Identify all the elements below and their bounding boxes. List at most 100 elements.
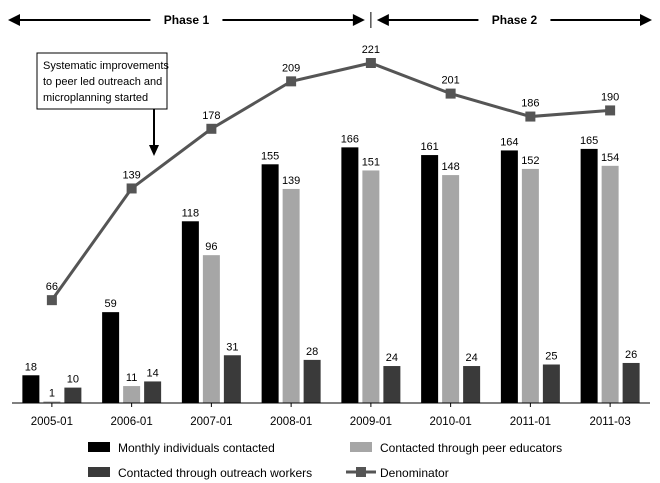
denominator-line xyxy=(50,61,611,302)
legend-swatch xyxy=(88,467,110,477)
bar-value-label: 11 xyxy=(126,372,137,384)
bar-contacted-through-peer-educators-2010-01 xyxy=(442,175,460,403)
denominator-marker-2009-01 xyxy=(365,58,376,68)
annotation-text: to peer led outreach and xyxy=(43,76,162,88)
bar-value-label: 151 xyxy=(362,156,380,168)
x-tick-label: 2006-01 xyxy=(111,416,153,428)
x-tick-label: 2011-03 xyxy=(589,416,630,428)
phase-label: Phase 2 xyxy=(492,13,538,27)
x-tick-label: 2007-01 xyxy=(190,416,232,428)
legend-label: Contacted through peer educators xyxy=(380,441,562,455)
line-value-label: 201 xyxy=(441,75,459,87)
phase-1-arrow: Phase 1 xyxy=(8,13,365,27)
bar-monthly-individuals-contacted-2010-01 xyxy=(421,155,439,403)
line-value-label: 66 xyxy=(46,281,58,293)
bar-value-label: 96 xyxy=(205,241,217,253)
bar-value-label: 165 xyxy=(580,135,598,147)
bar-contacted-through-peer-educators-2008-01 xyxy=(282,188,300,403)
denominator-marker-2006-01 xyxy=(126,183,137,194)
bar-monthly-individuals-contacted-2011-03 xyxy=(580,148,598,403)
line-value-label: 221 xyxy=(362,44,380,56)
bar-contacted-through-peer-educators-2007-01 xyxy=(202,255,220,403)
bar-value-label: 18 xyxy=(25,361,37,373)
bar-value-label: 24 xyxy=(386,352,398,364)
legend-item: Denominator xyxy=(346,466,449,480)
bar-value-label: 152 xyxy=(521,155,539,167)
denominator-marker-2011-01 xyxy=(525,111,536,122)
legend-swatch xyxy=(88,442,110,452)
bar-value-label: 161 xyxy=(420,141,438,153)
bar-value-label: 118 xyxy=(182,207,200,219)
phase-2-arrow: Phase 2 xyxy=(376,13,652,27)
bar-value-label: 148 xyxy=(441,161,459,173)
line-value-label: 186 xyxy=(521,98,539,110)
legend-item: Contacted through peer educators xyxy=(350,441,562,455)
line-value-label: 209 xyxy=(282,62,300,74)
bar-value-label: 1 xyxy=(49,387,55,399)
line-layer xyxy=(46,58,616,306)
denominator-marker-2011-03 xyxy=(605,105,616,116)
legend-swatch xyxy=(350,442,372,452)
annotation: Systematic improvements to peer led outre… xyxy=(36,52,169,156)
legend-item: Monthly individuals contacted xyxy=(88,441,275,455)
bar-value-label: 59 xyxy=(105,298,117,310)
bar-value-label: 10 xyxy=(67,374,79,386)
bar-value-label: 166 xyxy=(341,133,359,145)
legend-label: Denominator xyxy=(380,466,449,480)
bar-monthly-individuals-contacted-2005-01 xyxy=(22,375,40,403)
x-tick-label: 2008-01 xyxy=(270,416,312,428)
bar-monthly-individuals-contacted-2009-01 xyxy=(341,147,359,403)
denominator-marker-2010-01 xyxy=(445,88,456,99)
denominator-marker-2005-01 xyxy=(46,295,57,306)
bar-contacted-through-outreach-workers-2009-01 xyxy=(383,366,401,403)
bar-contacted-through-peer-educators-2011-01 xyxy=(521,168,539,403)
bar-value-label: 164 xyxy=(500,136,518,148)
x-tick-label: 2010-01 xyxy=(430,416,472,428)
bar-monthly-individuals-contacted-2011-01 xyxy=(500,150,518,403)
legend-label: Contacted through outreach workers xyxy=(118,466,312,480)
annotation-text: Systematic improvements xyxy=(43,60,169,72)
bar-contacted-through-peer-educators-2005-01 xyxy=(43,401,61,403)
bar-value-label: 31 xyxy=(226,341,238,353)
bar-contacted-through-outreach-workers-2010-01 xyxy=(463,366,481,403)
bar-value-label: 26 xyxy=(625,349,637,361)
x-tick-label: 2011-01 xyxy=(510,416,551,428)
denominator-marker-2007-01 xyxy=(206,123,217,134)
phase-layer: Phase 1 Phase 2 xyxy=(8,12,652,28)
bar-contacted-through-outreach-workers-2006-01 xyxy=(144,381,162,403)
legend-item: Contacted through outreach workers xyxy=(88,466,312,480)
bar-contacted-through-peer-educators-2006-01 xyxy=(123,386,141,403)
bar-value-label: 155 xyxy=(261,150,279,162)
x-tick-layer: 2005-01 2006-01 2007-01 2008-01 2009-01 2010-… xyxy=(31,403,631,428)
bar-layer xyxy=(22,147,640,403)
bar-value-label: 139 xyxy=(282,175,300,187)
bar-contacted-through-outreach-workers-2008-01 xyxy=(303,359,321,403)
bar-value-label: 14 xyxy=(147,367,159,379)
x-tick-label: 2009-01 xyxy=(350,416,392,428)
bar-value-label: 28 xyxy=(306,346,318,358)
bar-contacted-through-outreach-workers-2007-01 xyxy=(223,355,241,403)
x-tick-label: 2005-01 xyxy=(31,416,73,428)
bar-value-label: 24 xyxy=(466,352,478,364)
bar-contacted-through-peer-educators-2009-01 xyxy=(362,170,380,403)
legend-label: Monthly individuals contacted xyxy=(118,441,275,455)
denominator-marker-2008-01 xyxy=(286,76,297,87)
legend: Monthly individuals contacted Contacted t… xyxy=(88,441,562,480)
bar-value-label: 25 xyxy=(545,351,557,363)
bar-contacted-through-outreach-workers-2011-03 xyxy=(622,362,640,403)
annotation-arrowhead xyxy=(149,145,159,156)
bar-contacted-through-peer-educators-2011-03 xyxy=(601,165,619,403)
bar-monthly-individuals-contacted-2008-01 xyxy=(261,164,279,403)
phase-label: Phase 1 xyxy=(164,13,210,27)
bar-contacted-through-outreach-workers-2005-01 xyxy=(64,387,82,403)
line-value-label: 178 xyxy=(202,110,220,122)
legend-marker xyxy=(356,467,366,477)
bar-value-label: 154 xyxy=(601,152,619,164)
bar-monthly-individuals-contacted-2006-01 xyxy=(102,312,120,403)
bar-contacted-through-outreach-workers-2011-01 xyxy=(542,364,560,403)
line-value-label: 190 xyxy=(601,91,619,103)
line-value-label: 139 xyxy=(122,169,140,181)
bar-monthly-individuals-contacted-2007-01 xyxy=(181,221,199,403)
